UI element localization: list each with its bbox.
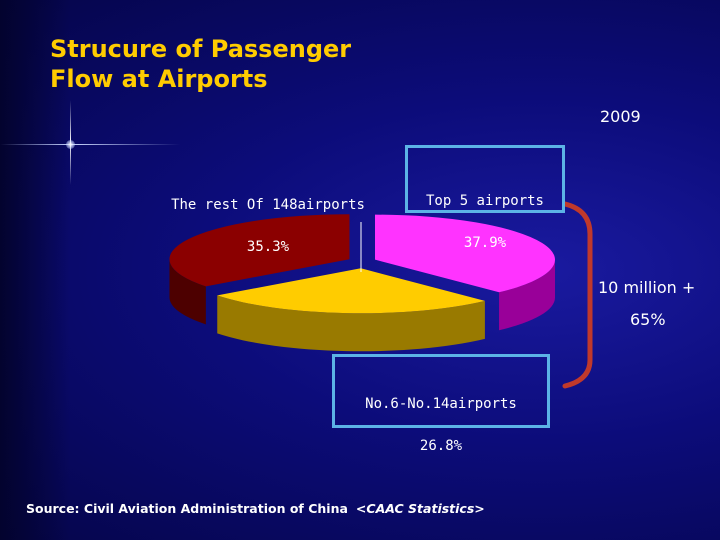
bracket-note-million: 10 million + [598,278,696,297]
pie-top-group [169,214,556,314]
source-text: Source: Civil Aviation Administration of… [26,501,348,516]
slice-label-top5-box: Top 5 airports 37.9% [405,145,565,251]
source-note: Source: Civil Aviation Administration of… [26,501,485,516]
pie-slice-rest [169,214,350,287]
bracket-note-percent: 65% [630,310,666,329]
pie-slice-top5 [375,214,556,293]
pie-slice-side-mid [217,295,485,352]
pie-slice-mid [217,268,485,314]
bracket-shape [562,201,593,389]
pie-slice-side-rest [169,259,206,325]
slice-label-mid-value: 26.8% [419,438,463,454]
slice-label-top5-name: Top 5 airports [425,193,544,209]
slice-label-rest: The rest Of 148airports 35.3% [160,174,376,258]
slice-label-mid-name: No.6-No.14airports [365,396,517,412]
pie-slice-side-top5 [499,259,556,331]
source-cite: <CAAC Statistics> [355,501,485,516]
slide-title: Strucure of Passenger Flow at Airports [50,35,352,93]
sparkle-decoration-horizontal [0,144,180,145]
sparkle-decoration-center [66,140,75,149]
pie-side-group [169,259,556,352]
slice-label-mid-box: No.6-No.14airports 26.8% [332,354,550,454]
left-shadow-band [0,0,70,540]
slice-label-top5-value: 37.9% [463,235,507,251]
slice-label-rest-name: The rest Of 148airports [171,197,365,213]
year-label: 2009 [600,107,641,126]
slice-label-rest-value: 35.3% [246,239,290,255]
